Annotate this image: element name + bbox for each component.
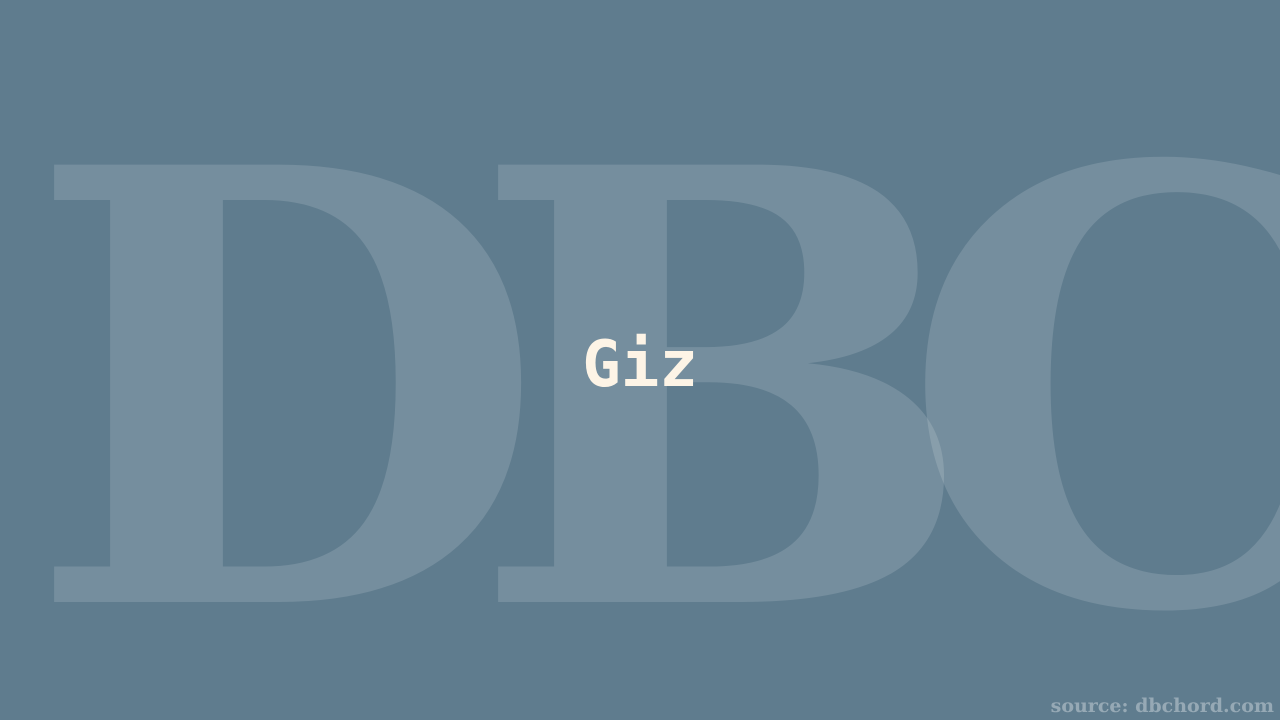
source-credit: source: dbchord.com (1050, 695, 1274, 717)
watermark-letter-b: B (470, 39, 978, 720)
center-word: Giz (582, 328, 698, 402)
watermark-letter-d: D (26, 39, 547, 720)
watermark-letter-c: C (900, 39, 1280, 720)
